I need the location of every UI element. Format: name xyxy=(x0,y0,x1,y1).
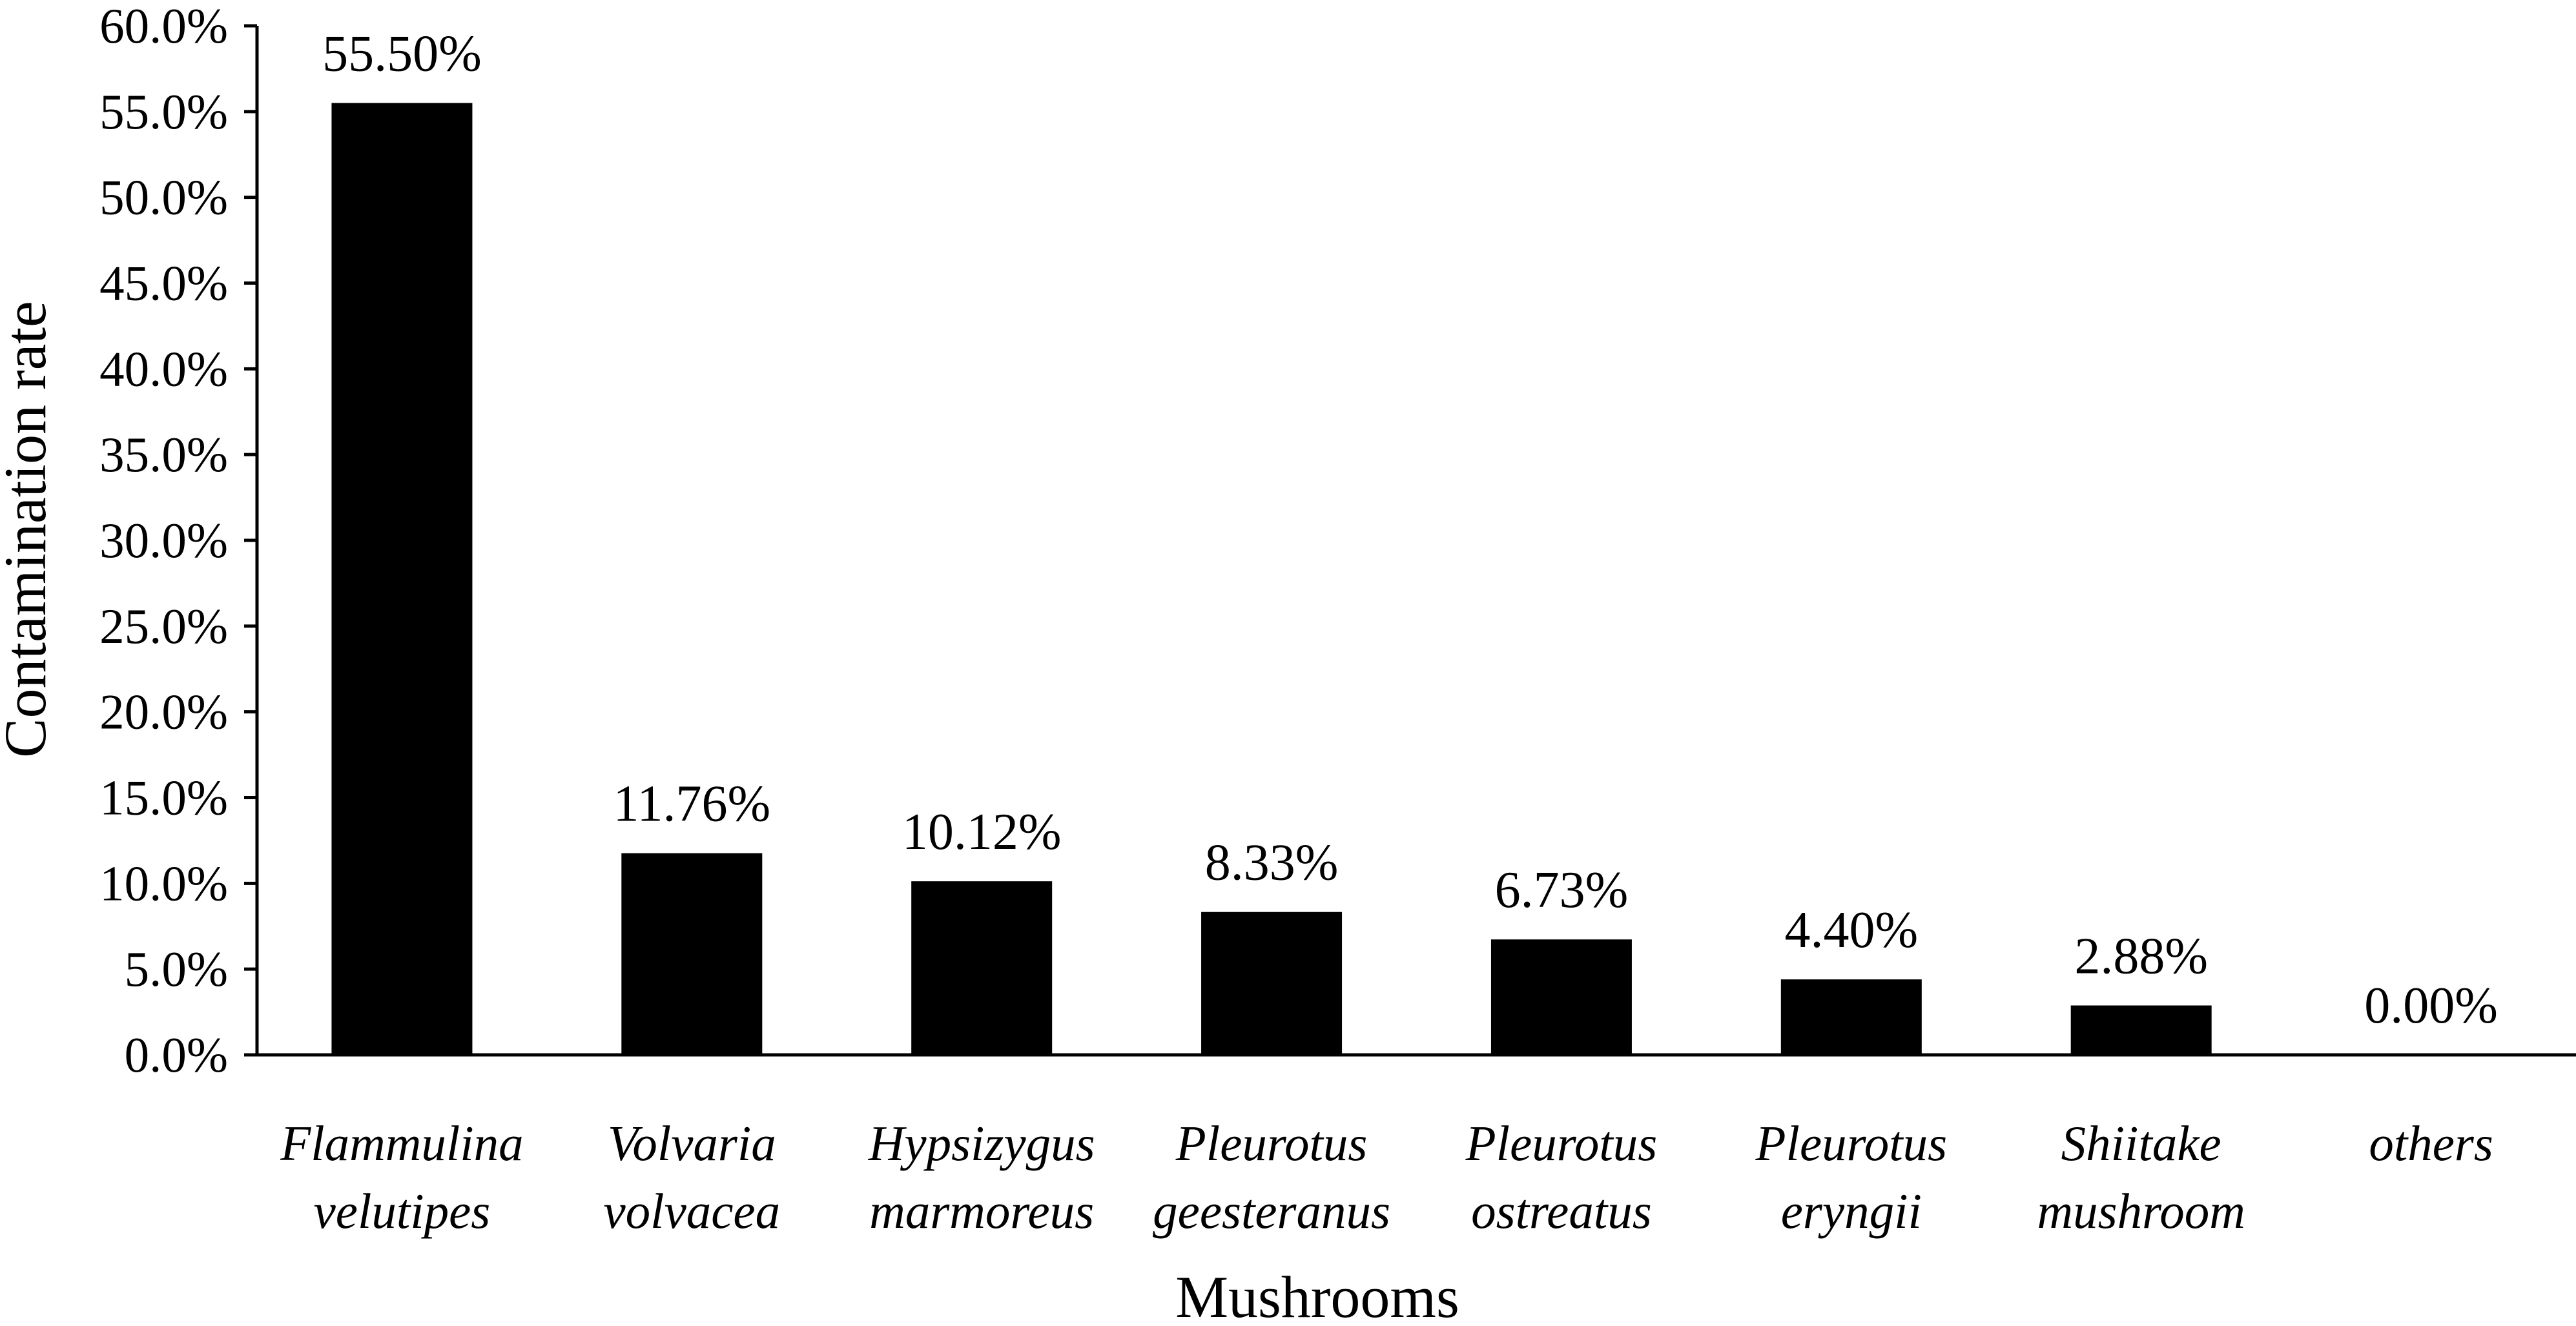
y-axis: 0.0% 5.0% 10.0% 15.0% 20.0% 25.0% 30.0% 35.0% 40… xyxy=(99,0,259,1083)
bar xyxy=(911,881,1053,1055)
bar-value-label: 4.40% xyxy=(1784,902,1918,959)
category-label: ostreatus xyxy=(1471,1183,1652,1239)
category-label: Pleurotus xyxy=(1465,1116,1658,1171)
category-labels: Flammulina velutipes Volvaria volvacea Hypsi… xyxy=(280,1116,2493,1239)
category-label: volvacea xyxy=(604,1183,781,1239)
bar xyxy=(331,103,473,1055)
y-tick-label: 15.0% xyxy=(99,770,228,826)
category-label: Volvaria xyxy=(608,1116,776,1171)
bars xyxy=(331,103,2212,1055)
data-labels: 55.50% 11.76% 10.12% 8.33% 6.73% 4.40% 2.88% 0.… xyxy=(322,26,2498,1034)
y-tick-label: 45.0% xyxy=(99,256,228,311)
y-tick-label: 60.0% xyxy=(99,0,228,54)
y-tick-label: 40.0% xyxy=(99,341,228,396)
category-label: mushroom xyxy=(2037,1183,2245,1239)
bar-value-label: 8.33% xyxy=(1205,835,1339,892)
bar-value-label: 0.00% xyxy=(2364,977,2498,1034)
bar-value-label: 11.76% xyxy=(613,776,770,833)
category-label: eryngii xyxy=(1781,1183,1922,1239)
bar xyxy=(2070,1005,2212,1055)
category-label: velutipes xyxy=(314,1183,491,1239)
bar xyxy=(621,853,763,1055)
bar-value-label: 10.12% xyxy=(902,804,1062,861)
bar xyxy=(1780,979,1922,1055)
y-tick-label: 25.0% xyxy=(99,598,228,654)
category-label: Pleurotus xyxy=(1755,1116,1948,1171)
y-tick-label: 35.0% xyxy=(99,427,228,482)
category-label: Hypsizygus xyxy=(868,1116,1095,1171)
bar xyxy=(1490,939,1632,1055)
bar-value-label: 2.88% xyxy=(2074,928,2208,984)
bar-value-label: 6.73% xyxy=(1495,862,1629,919)
y-tick-label: 30.0% xyxy=(99,513,228,568)
category-label: Pleurotus xyxy=(1175,1116,1368,1171)
y-tick-label: 20.0% xyxy=(99,684,228,740)
y-tick-label: 50.0% xyxy=(99,170,228,225)
category-label: others xyxy=(2369,1116,2493,1171)
category-label: geesteranus xyxy=(1153,1183,1390,1239)
bar-value-label: 55.50% xyxy=(322,26,482,83)
y-tick-label: 5.0% xyxy=(125,941,228,997)
y-tick-label: 10.0% xyxy=(99,855,228,911)
y-tick-label: 0.0% xyxy=(125,1027,228,1083)
bar xyxy=(1201,912,1343,1055)
category-label: marmoreus xyxy=(869,1183,1094,1239)
y-tick-label: 55.0% xyxy=(99,84,228,139)
category-label: Shiitake xyxy=(2061,1116,2221,1171)
y-axis-title: Contamination rate xyxy=(0,301,58,758)
x-axis-title: Mushrooms xyxy=(1175,1264,1459,1326)
category-label: Flammulina xyxy=(280,1116,523,1171)
